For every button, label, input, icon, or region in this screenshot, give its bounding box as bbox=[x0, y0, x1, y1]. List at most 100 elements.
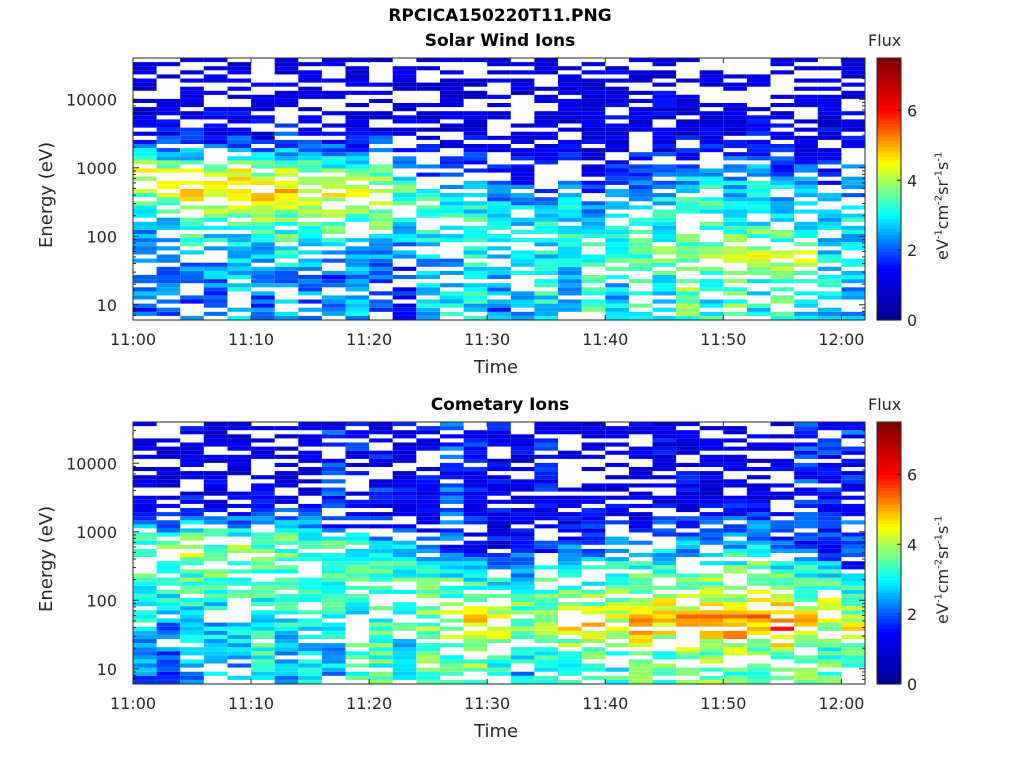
heatmap-cell bbox=[605, 201, 629, 206]
heatmap-cell bbox=[180, 512, 204, 517]
heatmap-cell bbox=[392, 548, 417, 553]
heatmap-cell bbox=[794, 86, 818, 91]
heatmap-cell bbox=[180, 275, 204, 280]
heatmap-cell bbox=[463, 475, 488, 480]
colorbar-segment bbox=[877, 225, 901, 229]
heatmap-cell bbox=[652, 483, 677, 488]
heatmap-cell bbox=[487, 610, 511, 615]
heatmap-cell bbox=[203, 659, 228, 664]
heatmap-cell bbox=[392, 626, 417, 631]
heatmap-cell bbox=[298, 152, 322, 157]
heatmap-cell bbox=[274, 189, 299, 194]
heatmap-cell bbox=[817, 197, 842, 202]
heatmap-cell bbox=[628, 176, 653, 181]
heatmap-cell bbox=[746, 123, 771, 128]
colorbar-segment bbox=[877, 428, 901, 433]
heatmap-cell bbox=[203, 291, 228, 296]
heatmap-cell bbox=[180, 242, 204, 247]
heatmap-cell bbox=[298, 675, 322, 680]
heatmap-cell bbox=[274, 647, 299, 652]
heatmap-cell bbox=[321, 295, 346, 300]
heatmap-cell bbox=[676, 618, 700, 623]
heatmap-cell bbox=[652, 225, 677, 230]
heatmap-cell bbox=[392, 250, 417, 255]
heatmap-cell bbox=[321, 283, 346, 288]
heatmap-cell bbox=[723, 225, 747, 230]
heatmap-cell bbox=[180, 86, 204, 91]
heatmap-cell bbox=[558, 78, 582, 83]
colorbar-segment bbox=[877, 618, 901, 623]
heatmap-cell bbox=[723, 512, 747, 517]
heatmap-cell bbox=[605, 144, 629, 149]
heatmap-cell bbox=[628, 577, 653, 582]
heatmap-cell bbox=[345, 131, 370, 136]
heatmap-cell bbox=[133, 589, 157, 594]
heatmap-cell bbox=[298, 189, 322, 194]
heatmap-cell bbox=[841, 70, 865, 75]
heatmap-cell bbox=[321, 573, 346, 578]
heatmap-cell bbox=[605, 557, 629, 562]
heatmap-cell bbox=[534, 238, 558, 243]
heatmap-cell bbox=[676, 495, 700, 500]
heatmap-cell bbox=[274, 663, 299, 668]
heatmap-cell bbox=[251, 659, 275, 664]
heatmap-cell bbox=[251, 503, 275, 508]
heatmap-cell bbox=[605, 598, 629, 603]
heatmap-cell bbox=[723, 115, 747, 120]
heatmap-cell bbox=[794, 311, 818, 316]
heatmap-cell bbox=[817, 242, 842, 247]
heatmap-cell bbox=[321, 242, 346, 247]
heatmap-cell bbox=[817, 495, 842, 500]
heatmap-cell bbox=[534, 602, 558, 607]
heatmap-cell bbox=[463, 512, 488, 517]
heatmap-cell bbox=[440, 483, 464, 488]
heatmap-cell bbox=[676, 647, 700, 652]
heatmap-cell bbox=[817, 119, 842, 124]
heatmap-cell bbox=[487, 168, 511, 173]
heatmap-cell bbox=[699, 250, 724, 255]
colorbar-segment bbox=[877, 77, 901, 82]
colorbar-tick-label: 6 bbox=[907, 465, 917, 484]
heatmap-cell bbox=[345, 135, 370, 140]
heatmap-cell bbox=[345, 548, 370, 553]
heatmap-cell bbox=[463, 553, 488, 558]
heatmap-cell bbox=[746, 548, 771, 553]
heatmap-cell bbox=[463, 577, 488, 582]
heatmap-cell bbox=[770, 172, 795, 177]
heatmap-cell bbox=[203, 144, 228, 149]
heatmap-cell bbox=[298, 647, 322, 652]
heatmap-cell bbox=[746, 622, 771, 627]
heatmap-cell bbox=[180, 475, 204, 480]
heatmap-cell bbox=[463, 90, 488, 95]
heatmap-cell bbox=[133, 467, 157, 472]
heatmap-cell bbox=[321, 422, 346, 427]
heatmap-cell bbox=[369, 238, 393, 243]
heatmap-cell bbox=[180, 659, 204, 664]
heatmap-cell bbox=[227, 569, 252, 574]
heatmap-cell bbox=[156, 438, 181, 443]
heatmap-cell bbox=[699, 283, 724, 288]
heatmap-cell bbox=[652, 152, 677, 157]
heatmap-cell bbox=[463, 135, 488, 140]
heatmap-cell bbox=[440, 156, 464, 161]
heatmap-cell bbox=[510, 86, 535, 91]
heatmap-cell bbox=[416, 430, 440, 435]
heatmap-cell bbox=[652, 217, 677, 222]
colorbar-segment bbox=[877, 674, 901, 679]
colorbar-segment bbox=[877, 107, 901, 111]
heatmap-cell bbox=[369, 176, 393, 181]
heatmap-cell bbox=[227, 270, 252, 275]
heatmap-cell bbox=[628, 90, 653, 95]
heatmap-cell bbox=[676, 430, 700, 435]
heatmap-cell bbox=[534, 651, 558, 656]
heatmap-cell bbox=[180, 279, 204, 284]
heatmap-cell bbox=[369, 438, 393, 443]
heatmap-cell bbox=[699, 536, 724, 541]
heatmap-cell bbox=[440, 111, 464, 116]
heatmap-cell bbox=[746, 475, 771, 480]
heatmap-cell bbox=[440, 184, 464, 189]
heatmap-cell bbox=[463, 270, 488, 275]
heatmap-cell bbox=[699, 651, 724, 656]
heatmap-cell bbox=[817, 422, 842, 427]
heatmap-cell bbox=[369, 655, 393, 660]
